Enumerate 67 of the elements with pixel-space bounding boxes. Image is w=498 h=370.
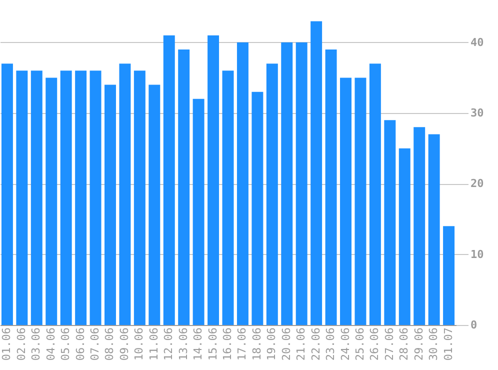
bar <box>119 64 131 325</box>
bar <box>222 70 234 325</box>
x-tick-label: 29.06 <box>412 328 426 361</box>
bar <box>414 127 426 325</box>
bar <box>236 42 248 325</box>
x-tick-label: 14.06 <box>192 328 205 361</box>
y-tick-label: 10 <box>470 248 484 261</box>
bar <box>148 84 160 325</box>
x-tick-label: 11.06 <box>147 328 160 361</box>
x-tick-label: 10.06 <box>132 328 146 361</box>
x-tick-label: 18.06 <box>250 328 264 361</box>
y-tick-label: 20 <box>470 177 484 190</box>
x-tick-label: 02.06 <box>14 328 28 361</box>
x-tick-label: 28.06 <box>398 328 411 361</box>
bar <box>134 70 146 325</box>
bar <box>252 92 264 325</box>
x-tick-label: 16.06 <box>221 328 234 361</box>
x-tick-label: 06.06 <box>74 328 87 361</box>
bar <box>296 42 308 325</box>
x-tick-label: 20.06 <box>280 328 293 361</box>
bar <box>208 35 220 325</box>
bar <box>281 42 293 325</box>
bar <box>104 84 116 325</box>
bar <box>30 70 42 325</box>
bar <box>163 35 175 325</box>
x-tick-label: 04.06 <box>44 328 58 361</box>
bar <box>398 148 410 325</box>
x-tick-label: 07.06 <box>88 328 102 361</box>
bar <box>428 134 440 325</box>
x-tick-label: 05.06 <box>59 328 72 361</box>
x-tick-label: 27.06 <box>382 328 396 361</box>
x-tick-label: 22.06 <box>309 328 322 361</box>
bar <box>325 49 337 325</box>
x-tick-label: 19.06 <box>265 328 278 361</box>
bar <box>354 78 366 325</box>
x-tick-label: 17.06 <box>236 328 249 361</box>
bar <box>384 120 396 325</box>
bar <box>16 70 28 325</box>
x-tick-label: 01.06 <box>0 328 14 361</box>
x-tick-label: 09.06 <box>118 328 131 361</box>
y-tick-label: 40 <box>470 36 484 49</box>
x-tick-label: 15.06 <box>206 328 220 361</box>
y-tick-label: 30 <box>470 106 484 120</box>
bar <box>266 64 278 325</box>
bar <box>90 70 102 325</box>
bar <box>178 49 190 325</box>
bar <box>310 21 322 325</box>
x-tick-label: 01.07 <box>442 328 455 361</box>
bar <box>60 70 72 325</box>
x-tick-label: 24.06 <box>338 328 352 361</box>
bar <box>192 98 204 325</box>
y-tick-label: 0 <box>470 318 478 332</box>
x-tick-label: 08.06 <box>103 328 116 361</box>
x-tick-label: 03.06 <box>30 328 43 361</box>
bar <box>369 64 381 325</box>
bar <box>1 64 13 325</box>
x-tick-label: 30.06 <box>427 328 440 361</box>
x-tick-label: 21.06 <box>294 328 308 361</box>
x-tick-label: 13.06 <box>176 328 190 361</box>
x-tick-label: 26.06 <box>368 328 382 361</box>
bar <box>443 226 455 325</box>
x-tick-label: 23.06 <box>324 328 338 361</box>
bar <box>46 78 58 325</box>
bar <box>340 78 352 325</box>
x-tick-label: 25.06 <box>353 328 366 361</box>
x-tick-label: 12.06 <box>162 328 176 361</box>
bar <box>75 70 87 325</box>
